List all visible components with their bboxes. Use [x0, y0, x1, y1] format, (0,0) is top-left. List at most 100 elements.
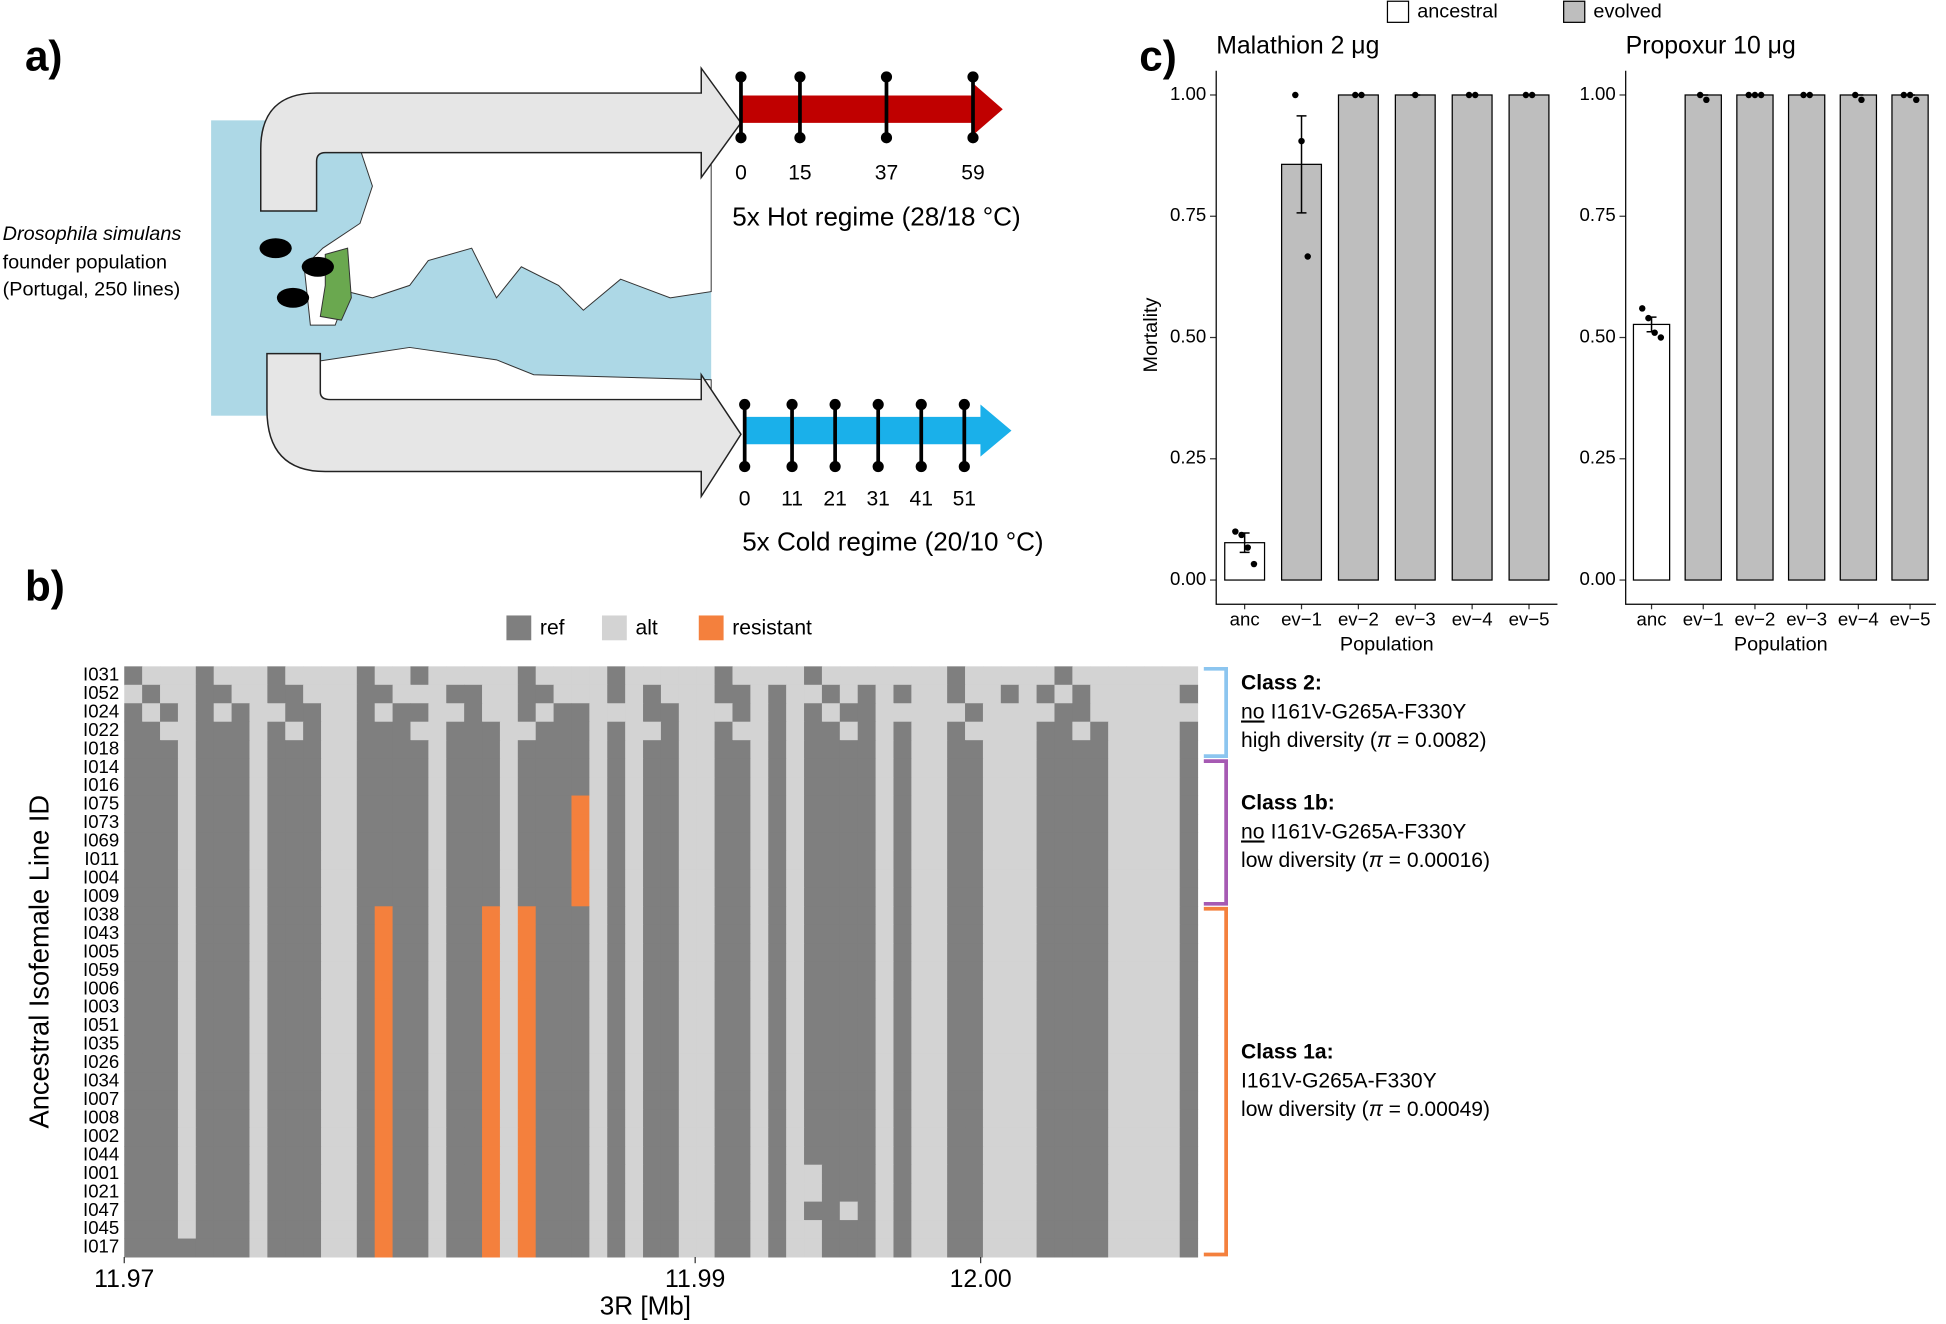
- cell: [1126, 1053, 1145, 1073]
- class-mutation: no I161V-G265A-F330Y: [1241, 820, 1466, 843]
- cell: [875, 1164, 894, 1184]
- cell: [249, 906, 268, 926]
- cell: [804, 703, 823, 723]
- cell: [482, 1035, 501, 1055]
- cell: [875, 998, 894, 1018]
- cell: [249, 703, 268, 723]
- diversity-part: = 0.00049): [1383, 1098, 1490, 1121]
- cell: [732, 1164, 751, 1184]
- cell: [499, 666, 519, 686]
- cell: [786, 1109, 805, 1129]
- cold-label: 5x Cold regime (20/10 °C): [742, 526, 1043, 556]
- cell: [410, 961, 429, 981]
- timepoint-label: 21: [823, 488, 846, 511]
- cell: [356, 943, 376, 963]
- cell: [768, 832, 787, 852]
- cell: [410, 1035, 429, 1055]
- cell: [1090, 832, 1109, 852]
- cell: [1143, 1220, 1163, 1240]
- cell: [1018, 1109, 1038, 1129]
- cell: [1054, 777, 1073, 797]
- cell: [1072, 1164, 1091, 1184]
- cell: [285, 1035, 304, 1055]
- cell: [553, 777, 572, 797]
- cell: [643, 1220, 662, 1240]
- cell: [660, 961, 680, 981]
- cell: [303, 1146, 322, 1166]
- cell: [857, 1035, 877, 1055]
- cell: [589, 1183, 608, 1203]
- cell: [517, 795, 537, 815]
- cell: [517, 906, 537, 926]
- cell: [303, 887, 322, 907]
- cell: [553, 1072, 572, 1092]
- cell: [929, 869, 948, 889]
- cell: [750, 1201, 769, 1221]
- cell: [1000, 1017, 1020, 1036]
- cell: [857, 832, 877, 852]
- cell: [482, 850, 501, 870]
- cell: [464, 814, 483, 833]
- cell: [1000, 814, 1020, 833]
- cell: [732, 924, 751, 944]
- cell: [947, 980, 966, 1000]
- y-tick-label: 0.00: [1580, 568, 1616, 589]
- cell: [607, 814, 626, 833]
- cell: [213, 1146, 233, 1166]
- cell: [535, 1017, 555, 1036]
- cell: [768, 943, 787, 963]
- cell: [625, 980, 644, 1000]
- cell: [1018, 1053, 1038, 1073]
- cell: [607, 998, 626, 1018]
- cell: [213, 1017, 233, 1036]
- cell: [678, 1201, 698, 1221]
- cell: [499, 1072, 519, 1092]
- cell: [1054, 998, 1073, 1018]
- cell: [285, 1053, 304, 1073]
- cell: [1108, 832, 1127, 852]
- cell: [678, 721, 698, 741]
- cell: [786, 1127, 805, 1147]
- cell: [1143, 1017, 1163, 1036]
- cell: [947, 1164, 966, 1184]
- cell: [732, 943, 751, 963]
- cell: [893, 1146, 912, 1166]
- cell: [517, 777, 537, 797]
- cell: [517, 924, 537, 944]
- cell: [911, 943, 930, 963]
- cell: [1126, 1146, 1145, 1166]
- cell: [875, 961, 894, 981]
- cell: [410, 1201, 429, 1221]
- cell: [464, 832, 483, 852]
- cell: [160, 703, 179, 723]
- cell: [714, 721, 733, 741]
- heatmap-cells: [124, 666, 1199, 1258]
- cell: [821, 850, 841, 870]
- cell: [589, 1201, 608, 1221]
- timepoint-label: 0: [735, 161, 747, 184]
- cell: [625, 1183, 644, 1203]
- cell: [1018, 777, 1038, 797]
- cell: [267, 1220, 286, 1240]
- cell: [732, 1238, 751, 1258]
- cell: [142, 666, 161, 686]
- cell: [750, 1238, 769, 1258]
- cell: [446, 684, 465, 704]
- cell: [392, 961, 411, 981]
- cell: [517, 869, 537, 889]
- cell: [213, 795, 233, 815]
- cell: [732, 1072, 751, 1092]
- cell: [696, 1035, 716, 1055]
- cell: [410, 721, 429, 741]
- x-tick-label: ev−3: [1786, 608, 1827, 629]
- cell: [947, 1035, 966, 1055]
- cell: [589, 1017, 608, 1036]
- cell: [338, 777, 358, 797]
- cell: [142, 887, 161, 907]
- cell: [732, 998, 751, 1018]
- cell: [1018, 1146, 1038, 1166]
- class-mutation-text: I161V-G265A-F330Y: [1271, 700, 1467, 723]
- cell: [195, 1090, 215, 1110]
- cell: [1108, 703, 1127, 723]
- cell: [553, 1017, 572, 1036]
